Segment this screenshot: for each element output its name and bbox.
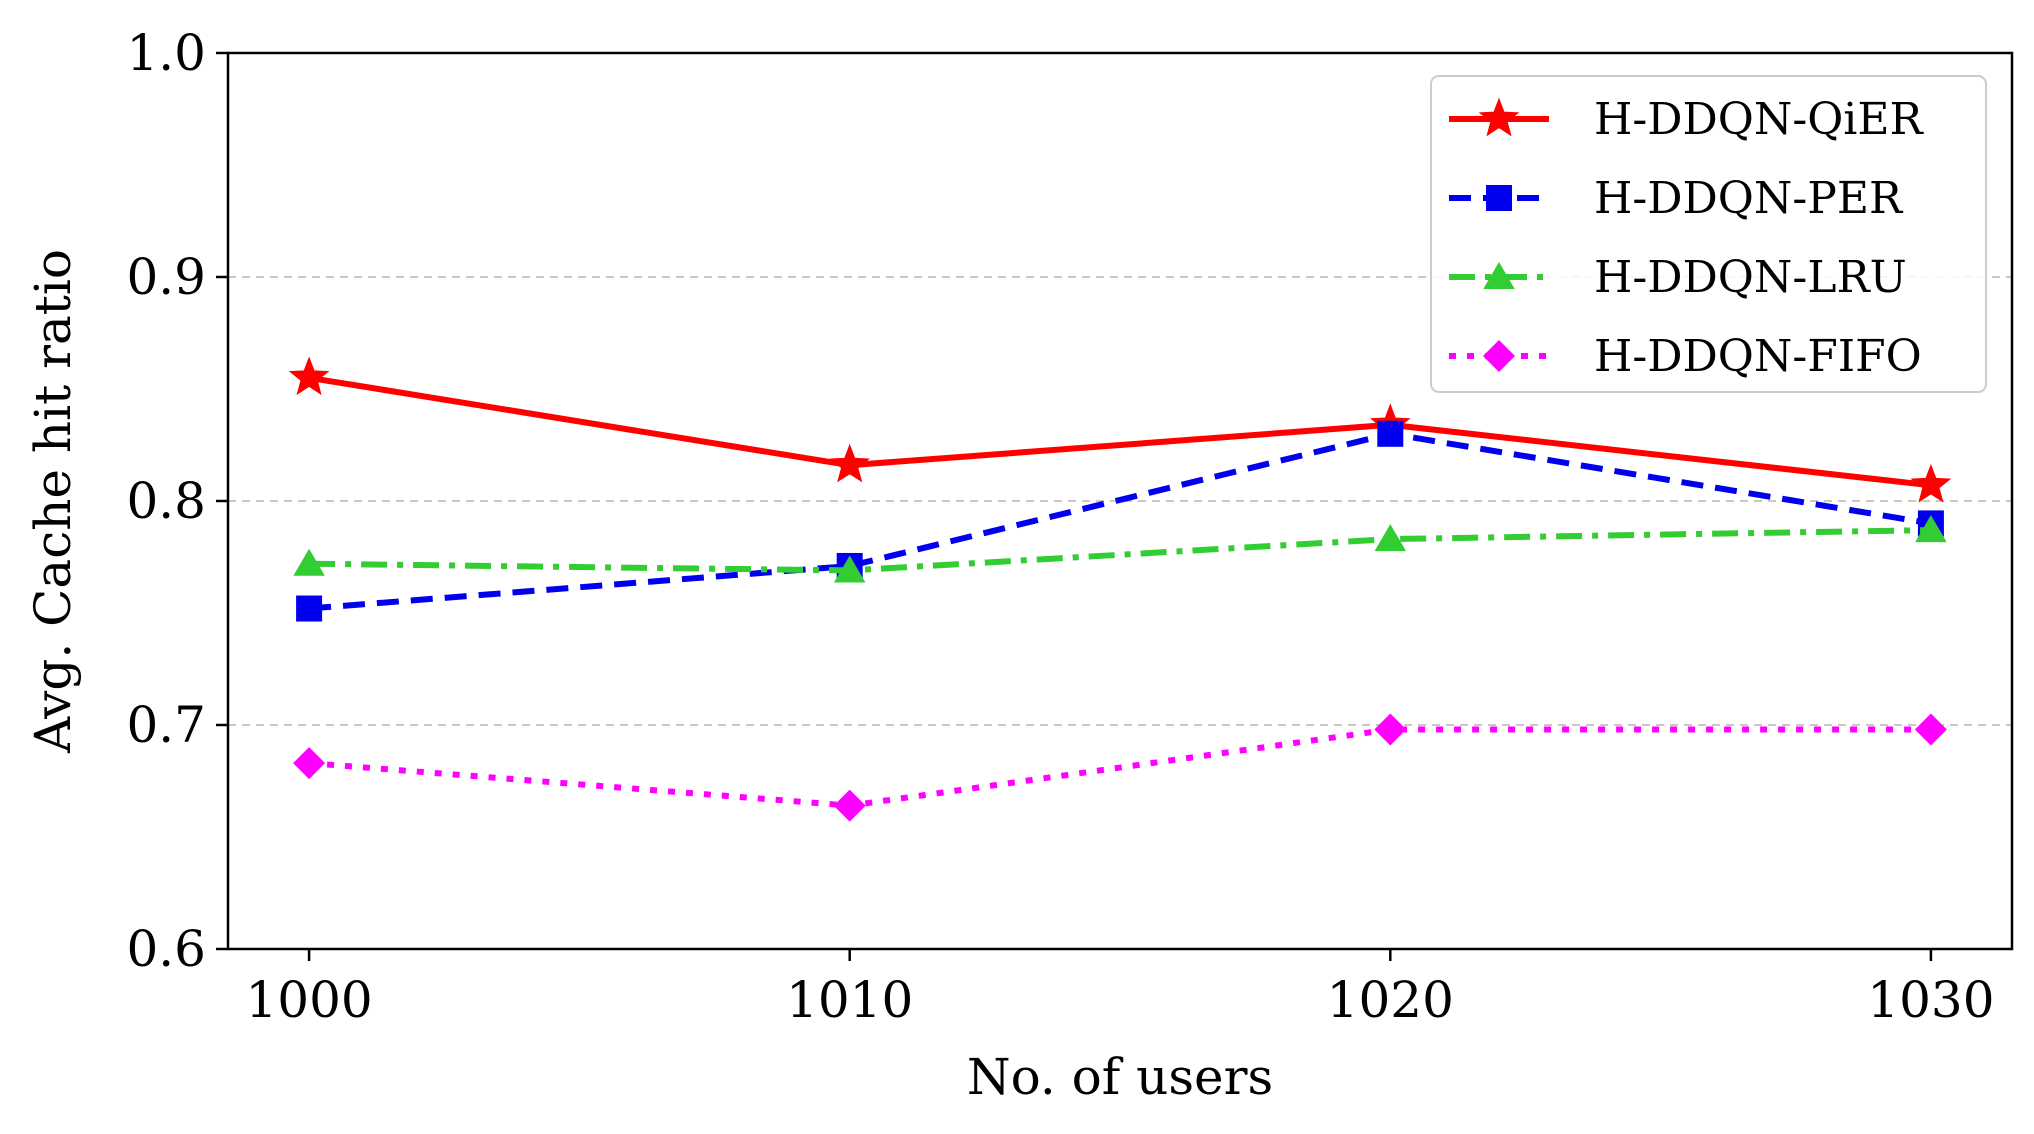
legend-label-0: H-DDQN-QiER [1594, 94, 1924, 145]
data-point-2-1 [833, 555, 866, 583]
data-point-3-0 [293, 747, 326, 780]
data-point-3-2 [1374, 713, 1407, 746]
series-h-ddqn-lru [293, 515, 1947, 583]
legend-label-1: H-DDQN-PER [1594, 173, 1904, 224]
legend-entry-3: H-DDQN-FIFO [1449, 331, 1922, 382]
y-tick-label-1: 0.7 [126, 696, 206, 754]
x-tick-label-2: 1020 [1327, 971, 1454, 1029]
x-axis-label: No. of users [967, 1048, 1273, 1106]
y-axis-label: Avg. Cache hit ratio [24, 249, 82, 754]
x-tick-label-1: 1010 [786, 971, 913, 1029]
data-point-2-3 [1915, 515, 1947, 543]
legend-marker-3 [1483, 340, 1515, 372]
legend-box [1430, 75, 1987, 393]
data-point-1-0 [296, 595, 323, 622]
series-h-ddqn-fifo [293, 713, 1947, 822]
legend: H-DDQN-QiER H-DDQN-PER H-DDQN-LRU H-DDQN-FI… [1430, 75, 1987, 393]
legend-entry-2: H-DDQN-LRU [1449, 252, 1907, 303]
series-line-3 [308, 726, 1931, 809]
data-point-2-2 [1374, 524, 1407, 552]
x-tick-label-0: 1000 [245, 971, 372, 1029]
series-h-ddqn-per [296, 420, 1944, 622]
data-point-0-1 [829, 443, 871, 483]
data-point-1-2 [1377, 420, 1404, 447]
legend-label-2: H-DDQN-LRU [1594, 252, 1907, 303]
legend-marker-2 [1483, 262, 1515, 289]
y-tick-label-3: 0.9 [126, 248, 206, 306]
y-tick-label-4: 1.0 [126, 24, 206, 82]
axis-ticks: 0.6 0.7 0.8 0.9 1.0 1000 1010 1020 1030 [126, 24, 1994, 1029]
data-point-0-3 [1910, 463, 1952, 503]
series-line-1 [308, 430, 1932, 612]
legend-entry-1: H-DDQN-PER [1449, 173, 1904, 224]
data-point-3-3 [1914, 713, 1947, 746]
y-tick-label-2: 0.8 [126, 472, 206, 530]
legend-marker-0 [1478, 97, 1520, 137]
series-layer [288, 356, 1952, 822]
data-point-0-0 [288, 356, 330, 396]
x-tick-label-3: 1030 [1867, 971, 1994, 1029]
legend-entry-0: H-DDQN-QiER [1449, 94, 1924, 145]
legend-label-3: H-DDQN-FIFO [1594, 331, 1922, 382]
data-point-2-0 [293, 548, 325, 576]
legend-marker-1 [1486, 185, 1512, 211]
series-line-2 [309, 527, 1931, 574]
data-point-3-1 [833, 789, 866, 822]
y-tick-label-0: 0.6 [126, 920, 206, 978]
series-line-0 [308, 374, 1932, 489]
